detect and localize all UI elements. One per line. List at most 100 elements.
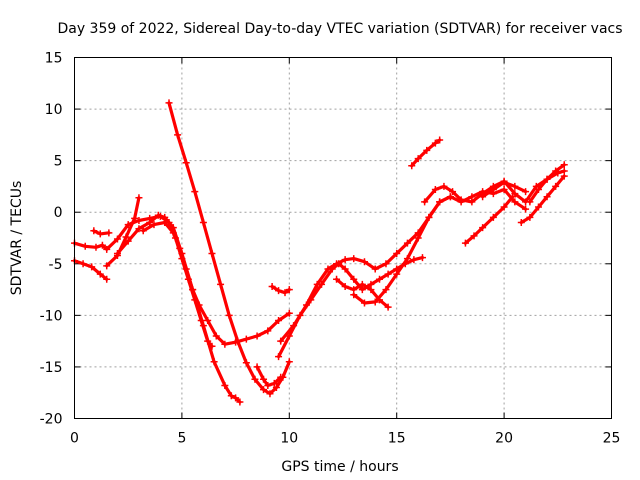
data-point: [341, 265, 349, 273]
x-tick-label: 20: [495, 431, 513, 447]
data-point: [227, 392, 235, 400]
data-point: [423, 146, 431, 154]
series-line: [270, 284, 291, 295]
data-point: [511, 198, 519, 206]
x-tick-label: 25: [603, 431, 621, 447]
data-point: [103, 262, 111, 270]
series-layer: [71, 99, 568, 406]
data-point: [414, 155, 422, 163]
data-point: [526, 198, 534, 206]
data-point: [440, 182, 448, 190]
data-point: [221, 340, 229, 348]
data-point: [191, 188, 199, 196]
data-point: [212, 332, 220, 340]
y-axis-ticks: 15 10 5 0 -5 -10 -15 -20: [40, 51, 612, 428]
y-tick-label: -5: [49, 257, 63, 273]
y-tick-label: 5: [54, 154, 63, 170]
data-point: [552, 167, 560, 175]
data-point: [324, 265, 332, 273]
data-point: [272, 384, 280, 392]
data-point: [431, 139, 439, 147]
series-line: [141, 220, 291, 346]
data-point: [242, 335, 250, 343]
data-point: [534, 186, 542, 194]
series-line: [519, 174, 566, 225]
data-point: [103, 275, 111, 283]
data-point: [500, 203, 508, 211]
data-point: [253, 332, 261, 340]
data-point: [371, 265, 379, 273]
data-point: [489, 213, 497, 221]
data-point: [500, 178, 508, 186]
data-point: [176, 244, 184, 252]
data-point: [195, 301, 203, 309]
data-point: [253, 363, 261, 371]
data-point: [275, 317, 283, 325]
data-point: [543, 193, 551, 201]
data-point: [418, 254, 426, 262]
data-point: [199, 219, 207, 227]
data-point: [489, 186, 497, 194]
series-line: [279, 195, 452, 343]
data-point: [189, 286, 197, 294]
data-point: [367, 286, 375, 294]
data-point: [543, 175, 551, 183]
data-point: [260, 375, 268, 383]
data-point: [341, 282, 349, 290]
data-point: [522, 188, 530, 196]
data-point: [517, 219, 525, 227]
y-tick-label: 0: [54, 205, 63, 221]
grid-layer: [74, 57, 612, 419]
data-point: [135, 194, 143, 202]
data-point: [500, 186, 508, 194]
data-point: [509, 193, 517, 201]
data-point: [360, 299, 368, 307]
data-point: [225, 311, 233, 319]
data-point: [511, 182, 519, 190]
data-point: [431, 186, 439, 194]
y-axis-label: SDTVAR / TECUs: [9, 181, 25, 296]
y-tick-label: 15: [45, 51, 63, 67]
data-point: [98, 241, 106, 249]
data-point: [81, 242, 89, 250]
data-point: [285, 286, 293, 294]
data-point: [146, 219, 154, 227]
data-point: [122, 233, 130, 241]
data-point: [266, 390, 274, 398]
data-point: [199, 322, 207, 330]
data-point: [285, 358, 293, 366]
data-point: [560, 161, 568, 169]
data-point: [376, 275, 384, 283]
data-point: [236, 398, 244, 406]
data-point: [449, 188, 457, 196]
data-point: [468, 198, 476, 206]
data-point: [436, 136, 444, 144]
data-point: [150, 221, 158, 229]
data-point: [161, 219, 169, 227]
data-point: [275, 353, 283, 361]
data-point: [264, 381, 272, 389]
data-point: [479, 224, 487, 232]
data-point: [113, 235, 121, 243]
data-point: [403, 239, 411, 247]
data-point: [113, 249, 121, 257]
data-point: [384, 270, 392, 278]
y-tick-label: -15: [40, 360, 63, 376]
data-point: [421, 198, 429, 206]
data-point: [139, 227, 147, 235]
data-point: [290, 322, 298, 330]
data-point: [479, 193, 487, 201]
data-point: [470, 232, 478, 240]
data-point: [350, 275, 358, 283]
data-point: [393, 249, 401, 257]
data-point: [410, 256, 418, 264]
data-point: [268, 282, 276, 290]
data-point: [131, 214, 139, 222]
data-point: [79, 260, 87, 268]
data-point: [217, 280, 225, 288]
data-point: [204, 317, 212, 325]
data-point: [382, 260, 390, 268]
data-point: [232, 394, 240, 402]
data-point: [341, 256, 349, 264]
data-point: [92, 243, 100, 251]
